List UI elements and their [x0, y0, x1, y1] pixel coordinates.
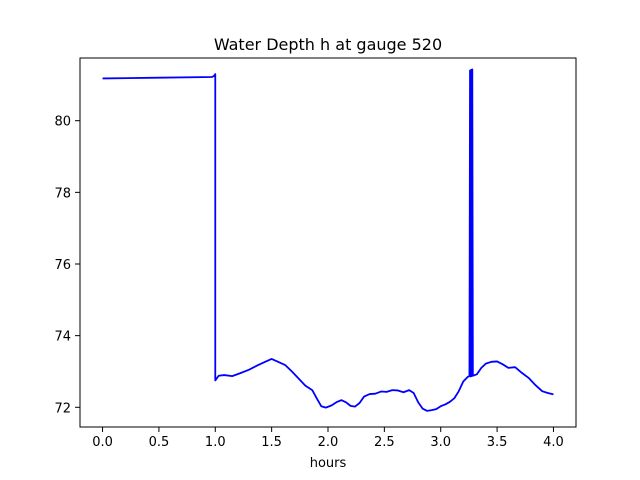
x-tick-label: 2.0: [318, 435, 339, 450]
series-line-0: [102, 68, 554, 412]
x-tick-label: 3.5: [487, 435, 508, 450]
chart-title: Water Depth h at gauge 520: [214, 35, 442, 54]
x-tick-label: 0.5: [149, 435, 170, 450]
x-tick-label: 1.0: [205, 435, 226, 450]
plot-area: 0.0 0.5 1.0 1.5 2.0 2.5 3.0 3.5 4.0 72 74 76 78 80: [54, 57, 577, 450]
x-tick-label: 0.0: [92, 435, 113, 450]
x-tick-label: 3.0: [430, 435, 451, 450]
y-tick-label: 72: [54, 401, 71, 416]
y-tick-label: 80: [54, 115, 71, 130]
x-axis-label: hours: [310, 456, 347, 471]
y-tick-label: 76: [54, 258, 71, 273]
x-tick-label: 2.5: [374, 435, 395, 450]
x-tick-label: 4.0: [543, 435, 564, 450]
x-tick-label: 1.5: [261, 435, 282, 450]
y-tick-label: 74: [54, 330, 71, 345]
y-tick-label: 78: [54, 186, 71, 201]
